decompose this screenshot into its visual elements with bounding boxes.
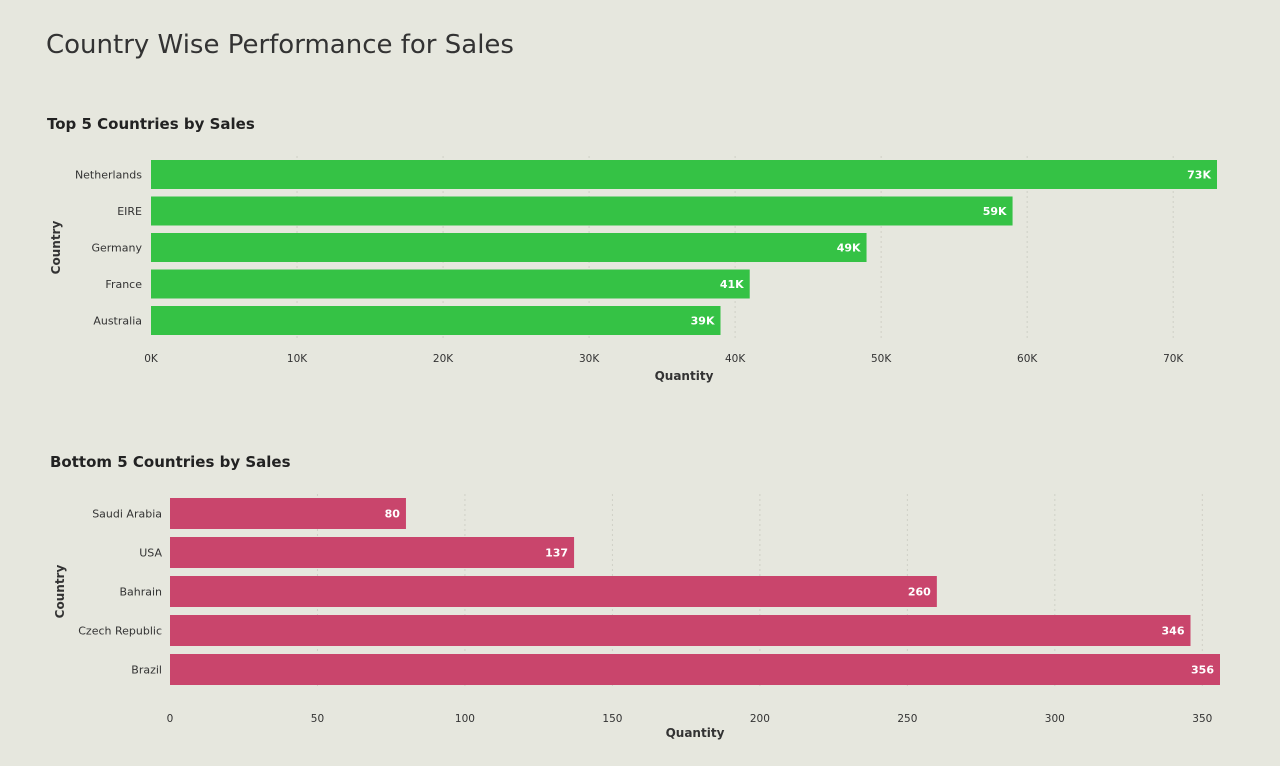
top-category-label: EIRE	[117, 205, 142, 218]
bottom-data-label: 356	[1191, 664, 1214, 677]
bottom-category-label: USA	[139, 547, 162, 560]
bottom-x-tick-label: 300	[1045, 713, 1065, 725]
top-bar	[151, 196, 1013, 226]
top-data-label: 59K	[983, 205, 1007, 218]
bottom-x-tick-label: 250	[897, 713, 917, 725]
bottom-bar	[170, 615, 1191, 646]
bottom-bar	[170, 498, 406, 529]
top-x-tick-label: 70K	[1163, 353, 1184, 365]
top-data-label: 49K	[837, 242, 861, 255]
top-x-tick-label: 20K	[433, 353, 454, 365]
top-x-axis-title: Quantity	[655, 369, 714, 383]
bottom-bar	[170, 654, 1220, 685]
top-data-label: 39K	[691, 315, 715, 328]
bottom-x-tick-label: 350	[1192, 713, 1212, 725]
bottom-x-tick-label: 150	[602, 713, 622, 725]
top-category-label: Australia	[93, 315, 142, 328]
top-chart-title: Top 5 Countries by Sales	[47, 115, 255, 133]
top-data-label: 73K	[1187, 169, 1211, 182]
top-bar	[151, 160, 1217, 189]
bottom-x-axis-title: Quantity	[666, 726, 725, 740]
bottom-bar	[170, 537, 575, 568]
bottom-category-label: Saudi Arabia	[92, 508, 162, 521]
top-y-axis-title: Country	[49, 221, 63, 275]
top-x-tick-label: 60K	[1017, 353, 1038, 365]
bottom-category-label: Czech Republic	[78, 625, 162, 638]
top-data-label: 41K	[720, 278, 744, 291]
bottom-y-axis-title: Country	[53, 565, 67, 619]
bottom-bar	[170, 576, 937, 607]
bottom-category-label: Brazil	[131, 664, 162, 677]
bottom-x-tick-label: 0	[167, 713, 174, 725]
page-title: Country Wise Performance for Sales	[46, 30, 514, 60]
top-bar	[151, 306, 721, 335]
top-x-tick-label: 40K	[725, 353, 746, 365]
top-bar	[151, 233, 867, 262]
top-category-label: Netherlands	[75, 169, 142, 182]
top-category-label: Germany	[91, 242, 142, 255]
bottom-category-label: Bahrain	[119, 586, 162, 599]
top-bar	[151, 269, 750, 299]
top-x-tick-label: 50K	[871, 353, 892, 365]
top-x-tick-label: 10K	[287, 353, 308, 365]
bottom-x-tick-label: 100	[455, 713, 475, 725]
bottom-x-tick-label: 50	[311, 713, 324, 725]
bottom-data-label: 346	[1162, 625, 1185, 638]
top-category-label: France	[105, 278, 142, 291]
bottom-data-label: 137	[545, 547, 568, 560]
top-x-tick-label: 30K	[579, 353, 600, 365]
bottom-x-tick-label: 200	[750, 713, 770, 725]
bottom-data-label: 260	[908, 586, 931, 599]
bottom-chart-title: Bottom 5 Countries by Sales	[50, 453, 291, 471]
top-x-tick-label: 0K	[144, 353, 159, 365]
bottom-data-label: 80	[385, 508, 401, 521]
